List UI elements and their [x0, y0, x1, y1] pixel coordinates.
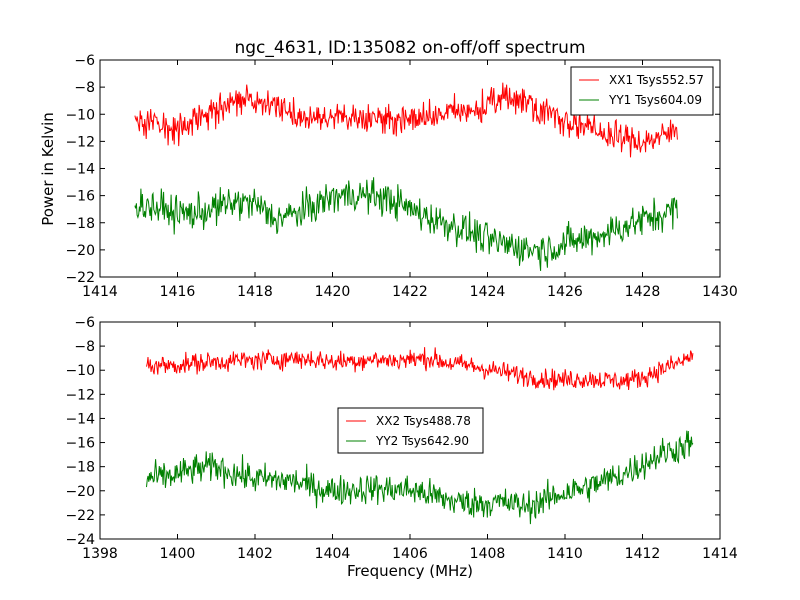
y-tick-label: −20 [65, 243, 95, 259]
x-tick-label: 1426 [547, 284, 583, 300]
y-tick-label: −22 [65, 270, 95, 286]
x-tick-label: 1430 [702, 284, 738, 300]
y-tick-label: −12 [65, 387, 95, 403]
x-tick-label: 1400 [160, 546, 196, 562]
legend: XX1 Tsys552.57 YY1 Tsys604.09 [570, 66, 714, 116]
upper-panel: 1414 1416 1418 1420 1422 1424 1426 1428 1430 −22 −… [65, 53, 737, 300]
lower-panel: 1398 1400 1402 1404 1406 1408 1410 1412 1414 −24 −… [65, 315, 737, 562]
y-tick-label: −14 [65, 162, 95, 178]
y-tick-label: −20 [65, 484, 95, 500]
x-tick-label: 1410 [547, 546, 583, 562]
legend: XX2 Tsys488.78 YY2 Tsys642.90 [337, 407, 484, 454]
y-tick-label: −18 [65, 460, 95, 476]
x-axis-title: Frequency (MHz) [347, 562, 473, 580]
y-tick-label: −18 [65, 216, 95, 232]
series-line-2-1 [146, 347, 694, 391]
y-tick-label: −10 [65, 363, 95, 379]
chart-title: ngc_4631, ID:135082 on-off/off spectrum [234, 38, 585, 58]
y-tick-label: −24 [65, 532, 95, 548]
y-tick-label: −22 [65, 508, 95, 524]
x-tick-label: 1422 [392, 284, 428, 300]
legend-label: XX2 Tsys488.78 [376, 414, 471, 428]
x-tick-label: 1428 [625, 284, 661, 300]
x-tick-label: 1408 [470, 546, 506, 562]
y-tick-label: −14 [65, 411, 95, 427]
x-tick-label: 1418 [237, 284, 273, 300]
series-line-1-2 [134, 177, 678, 271]
y-tick-label: −8 [74, 80, 95, 96]
x-tick-label: 1414 [82, 284, 118, 300]
x-tick-label: 1414 [702, 546, 738, 562]
y-tick-label: −16 [65, 189, 95, 205]
legend-box [337, 407, 484, 454]
x-tick-label: 1412 [625, 546, 661, 562]
x-tick-label: 1416 [160, 284, 196, 300]
x-tick-label: 1398 [82, 546, 118, 562]
y-axis-title: Power in Kelvin [39, 112, 57, 226]
x-tick-label: 1420 [315, 284, 351, 300]
x-tick-label: 1402 [237, 546, 273, 562]
x-tick-label: 1424 [470, 284, 506, 300]
legend-label: YY1 Tsys604.09 [608, 93, 702, 107]
y-tick-label: −12 [65, 134, 95, 150]
x-tick-label: 1406 [392, 546, 428, 562]
legend-label: YY2 Tsys642.90 [375, 434, 469, 448]
y-tick-label: −10 [65, 107, 95, 123]
x-tick-label: 1404 [315, 546, 351, 562]
series-line-1-1 [134, 82, 678, 158]
legend-label: XX1 Tsys552.57 [609, 73, 704, 87]
y-tick-label: −6 [74, 53, 95, 69]
y-tick-label: −16 [65, 436, 95, 452]
y-tick-label: −6 [74, 315, 95, 331]
legend-box [570, 66, 714, 116]
y-tick-label: −8 [74, 339, 95, 355]
series-line-2-2 [146, 430, 694, 525]
